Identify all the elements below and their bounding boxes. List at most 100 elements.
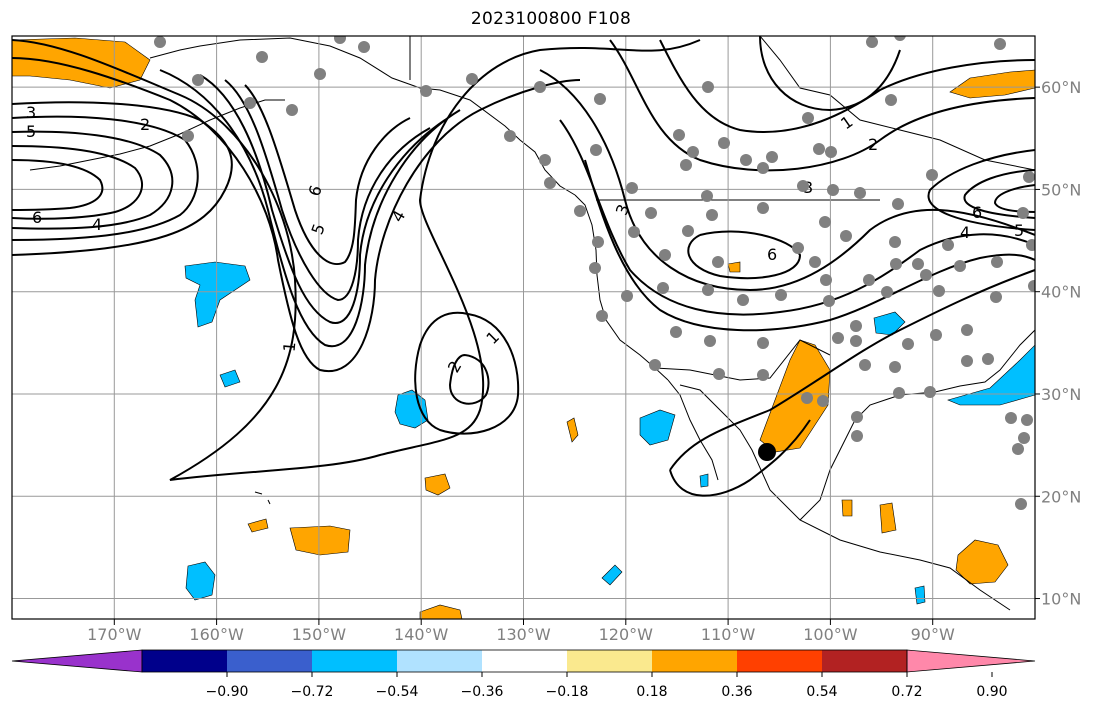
station-marker	[358, 41, 370, 53]
station-marker	[673, 129, 685, 141]
negative-anomaly-area	[699, 473, 709, 488]
station-marker	[657, 282, 669, 294]
colorbar-tick-labels: −0.90 −0.72 −0.54 −0.36 −0.18 0.18 0.36 0.54 0.7…	[206, 672, 1008, 700]
station-marker	[244, 97, 256, 109]
negative-anomaly-area	[639, 409, 676, 446]
station-marker	[621, 290, 633, 302]
station-marker	[701, 190, 713, 202]
contour-label: 6	[972, 203, 982, 222]
contour-line	[414, 311, 520, 435]
station-marker	[182, 130, 194, 142]
contour-label: 5	[1014, 221, 1024, 240]
station-marker	[544, 177, 556, 189]
latitude-labels: 60°N 50°N 40°N 30°N 20°N 10°N	[1035, 78, 1081, 609]
station-marker	[994, 38, 1006, 50]
station-marker	[802, 112, 814, 124]
colorbar-segment	[397, 650, 482, 672]
contour-line	[224, 79, 431, 302]
contour-line	[687, 230, 802, 280]
positive-anomaly-area	[247, 518, 269, 533]
station-marker	[920, 269, 932, 281]
station-marker	[819, 216, 831, 228]
station-marker	[628, 226, 640, 238]
station-marker	[718, 137, 730, 149]
contour-label: 4	[92, 215, 102, 234]
station-marker	[702, 81, 714, 93]
colorbar	[11, 649, 1036, 673]
contour-line	[199, 74, 446, 325]
height-contours	[12, 36, 1035, 497]
station-marker	[645, 207, 657, 219]
station-marker	[649, 359, 661, 371]
station-marker	[757, 162, 769, 174]
station-marker	[574, 205, 586, 217]
west-coast-coastline	[574, 194, 669, 381]
station-marker	[594, 93, 606, 105]
contour-line	[584, 159, 1035, 332]
hawaii-islands	[254, 491, 271, 505]
station-marker	[687, 146, 699, 158]
contour-label: 3	[26, 103, 36, 122]
map-plot-area: 3 5 2 6 4 6 5 4 1 1 2 3 6 1 2 3 6 4 5	[12, 36, 1035, 619]
station-marker	[504, 130, 516, 142]
contour-line	[659, 39, 1035, 133]
station-marker	[850, 335, 862, 347]
colorbar-tick-label: 0.90	[976, 684, 1007, 700]
station-marker	[982, 353, 994, 365]
positive-anomaly-area	[841, 499, 853, 517]
contour-line	[12, 115, 199, 241]
contour-line	[448, 354, 490, 405]
station-marker	[825, 146, 837, 158]
colorbar-segment	[567, 650, 652, 672]
contour-label: 4	[960, 223, 970, 242]
station-marker	[817, 395, 829, 407]
station-marker	[827, 184, 839, 196]
station-marker	[1005, 412, 1017, 424]
station-marker	[924, 386, 936, 398]
positive-anomaly-area	[419, 604, 463, 619]
colorbar-tick-label: −0.90	[206, 684, 249, 700]
colorbar-tick-label: 0.18	[636, 684, 667, 700]
station-marker	[926, 169, 938, 181]
station-marker	[801, 392, 813, 404]
station-marker	[859, 359, 871, 371]
station-markers	[154, 36, 1035, 510]
contour-label: 6	[32, 208, 42, 227]
contour-line	[927, 149, 1035, 231]
anomaly-shading	[12, 37, 1035, 619]
longitude-tick-label: 150°W	[292, 625, 347, 644]
latitude-tick-label: 60°N	[1041, 78, 1081, 97]
alaska-coastline	[149, 37, 576, 196]
station-marker	[539, 154, 551, 166]
contour-line	[12, 130, 174, 230]
station-marker	[712, 256, 724, 268]
station-marker	[961, 355, 973, 367]
positive-anomaly-area	[289, 525, 351, 556]
colorbar-segment	[312, 650, 397, 672]
colorbar-segment	[227, 650, 312, 672]
station-marker	[659, 249, 671, 261]
highlighted-point-marker	[758, 443, 776, 461]
colorbar-extend-low	[11, 649, 143, 673]
contour-line	[609, 39, 1035, 172]
station-marker	[680, 159, 692, 171]
station-marker	[737, 294, 749, 306]
positive-anomaly-area	[566, 417, 579, 443]
station-marker	[851, 430, 863, 442]
contour-line	[669, 269, 1035, 471]
station-marker	[866, 36, 878, 48]
contour-line	[539, 69, 1035, 292]
station-marker	[1017, 207, 1029, 219]
station-marker	[775, 289, 787, 301]
negative-anomaly-area	[184, 261, 251, 328]
baja-peninsula-coastline	[667, 379, 719, 481]
longitude-tick-label: 160°W	[189, 625, 244, 644]
station-marker	[1028, 280, 1035, 292]
station-marker	[881, 286, 893, 298]
negative-anomaly-area	[947, 344, 1035, 406]
station-marker	[626, 182, 638, 194]
station-marker	[192, 74, 204, 86]
station-marker	[851, 411, 863, 423]
positive-anomaly-area	[424, 473, 451, 496]
